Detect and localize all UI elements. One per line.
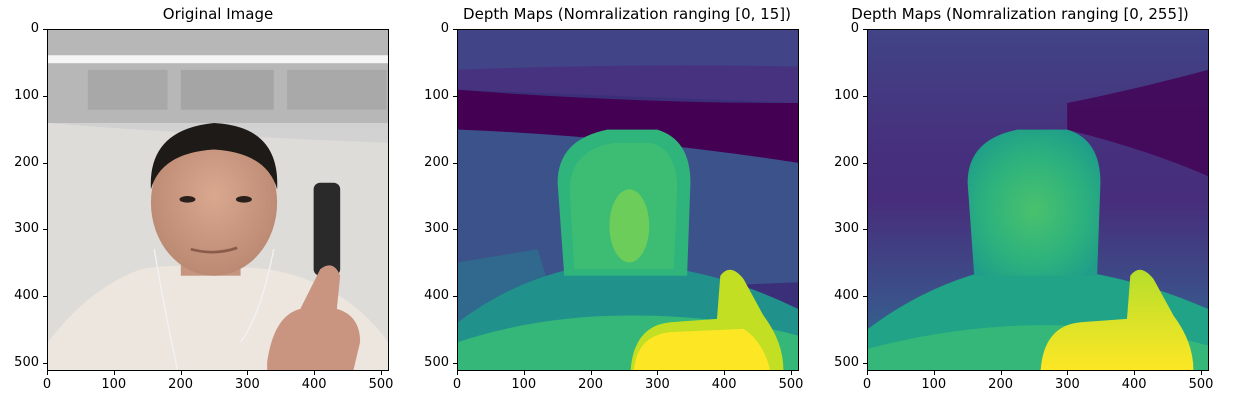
xtick-label: 500	[368, 377, 394, 392]
ytick-label: 400	[14, 288, 39, 304]
xtick-mark	[724, 371, 726, 375]
xtick-label: 400	[301, 377, 327, 392]
ytick-label: 400	[834, 288, 859, 304]
ytick-mark	[43, 95, 47, 97]
ytick-label: 100	[424, 87, 449, 103]
xtick-mark	[590, 371, 592, 375]
xtick-label: 400	[1121, 377, 1147, 392]
xtick-mark	[790, 371, 792, 375]
xtick-mark	[523, 371, 525, 375]
panel-title-original: Original Image	[162, 5, 274, 23]
ytick-label: 200	[14, 154, 39, 170]
xtick-mark	[1000, 371, 1002, 375]
ytick-mark	[43, 296, 47, 298]
ytick-label: 500	[834, 354, 859, 370]
ytick-label: 500	[14, 354, 39, 370]
original-image	[47, 29, 389, 371]
xtick-label: 500	[778, 377, 804, 392]
ytick-mark	[863, 95, 867, 97]
ytick-mark	[863, 362, 867, 364]
xtick-mark	[113, 371, 115, 375]
ytick-mark	[43, 362, 47, 364]
ytick-label: 200	[834, 154, 859, 170]
ytick-mark	[453, 229, 457, 231]
xtick-mark	[1134, 371, 1136, 375]
xtick-label: 200	[168, 377, 193, 392]
panel-title-depth-smooth: Depth Maps (Nomralization ranging [0, 25…	[851, 5, 1189, 23]
xtick-label: 500	[1188, 377, 1214, 392]
xtick-label: 0	[452, 377, 462, 392]
ytick-label: 300	[834, 221, 859, 237]
ytick-mark	[863, 229, 867, 231]
ytick-mark	[43, 162, 47, 164]
xtick-label: 300	[644, 377, 670, 392]
ytick-label: 300	[424, 221, 449, 237]
ytick-mark	[453, 29, 457, 30]
xtick-mark	[314, 371, 316, 375]
xtick-label: 100	[921, 377, 947, 392]
selfie-photo	[48, 30, 388, 370]
depth-map-smooth	[867, 29, 1209, 371]
xtick-mark	[457, 371, 458, 375]
depth-map-quantized	[457, 29, 799, 371]
xtick-label: 300	[234, 377, 260, 392]
ytick-label: 0	[850, 21, 859, 36]
xtick-mark	[1200, 371, 1202, 375]
panel-title-depth-quantized: Depth Maps (Nomralization ranging [0, 15…	[463, 5, 791, 23]
ytick-mark	[863, 162, 867, 164]
ytick-mark	[43, 29, 47, 30]
ytick-mark	[863, 29, 867, 30]
xtick-mark	[247, 371, 249, 375]
ytick-label: 0	[30, 21, 39, 36]
xtick-label: 100	[101, 377, 127, 392]
ytick-label: 100	[834, 87, 859, 103]
ytick-mark	[863, 296, 867, 298]
xtick-label: 100	[511, 377, 537, 392]
ytick-label: 0	[440, 21, 449, 36]
xtick-mark	[380, 371, 382, 375]
ytick-label: 500	[424, 354, 449, 370]
ytick-label: 200	[424, 154, 449, 170]
ytick-label: 400	[424, 288, 449, 304]
ytick-mark	[453, 362, 457, 364]
ytick-mark	[43, 229, 47, 231]
ytick-mark	[453, 95, 457, 97]
xtick-label: 200	[578, 377, 603, 392]
xtick-label: 300	[1054, 377, 1080, 392]
xtick-label: 200	[988, 377, 1013, 392]
xtick-label: 0	[862, 377, 872, 392]
xtick-mark	[180, 371, 182, 375]
xtick-mark	[657, 371, 659, 375]
depth-quantized-image	[458, 30, 798, 370]
xtick-mark	[933, 371, 935, 375]
xtick-mark	[1067, 371, 1069, 375]
ytick-mark	[453, 162, 457, 164]
xtick-label: 0	[42, 377, 52, 392]
xtick-mark	[867, 371, 868, 375]
xtick-label: 400	[711, 377, 737, 392]
xtick-mark	[47, 371, 48, 375]
depth-smooth-image	[868, 30, 1208, 370]
ytick-label: 300	[14, 221, 39, 237]
ytick-label: 100	[14, 87, 39, 103]
ytick-mark	[453, 296, 457, 298]
